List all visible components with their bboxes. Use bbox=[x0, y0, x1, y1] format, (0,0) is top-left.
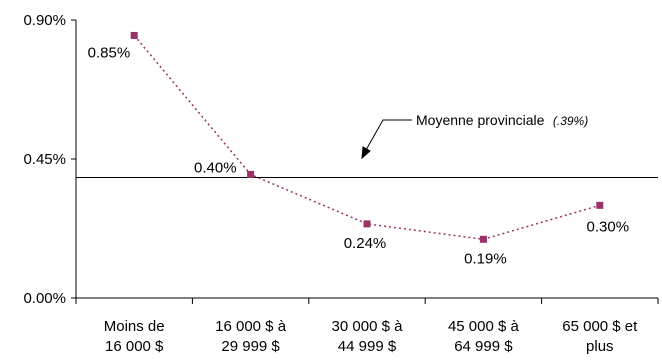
x-category-label-line: 16 000 $ bbox=[105, 338, 164, 355]
x-category-label-line: 30 000 $ à bbox=[332, 318, 404, 335]
x-category-label: Moins de 16 000 $ bbox=[104, 318, 165, 355]
data-point-marker bbox=[596, 201, 604, 209]
data-point-marker bbox=[247, 170, 255, 178]
x-axis-ticks: Moins de 16 000 $ 16 000 $ à 29 999 $ 30 000… bbox=[75, 298, 659, 355]
x-category-label-line: 45 000 $ à bbox=[448, 318, 520, 335]
callout-arrow-icon bbox=[365, 119, 412, 151]
data-label: 0.19% bbox=[464, 250, 507, 267]
y-tick-label: 0.90% bbox=[23, 12, 66, 29]
y-axis-ticks: 0.00% 0.45% 0.90% bbox=[23, 12, 76, 307]
x-category-label: 45 000 $ à 64 999 $ bbox=[448, 318, 520, 355]
x-category-label: 16 000 $ à 29 999 $ bbox=[215, 318, 287, 355]
series-line bbox=[133, 34, 601, 241]
annotation-value: (.39%) bbox=[553, 114, 588, 128]
data-point-marker bbox=[363, 220, 371, 228]
data-label: 0.85% bbox=[88, 44, 131, 61]
data-point-marker bbox=[130, 31, 138, 39]
x-category-label-line: 16 000 $ à bbox=[215, 318, 287, 335]
y-tick-label: 0.00% bbox=[23, 290, 66, 307]
x-category-label-line: 44 999 $ bbox=[338, 338, 397, 355]
x-category-label-line: 29 999 $ bbox=[221, 338, 280, 355]
data-point-marker bbox=[479, 235, 487, 243]
x-category-label-line: Moins de bbox=[104, 318, 165, 335]
x-category-label-line: plus bbox=[586, 338, 614, 355]
y-tick-label: 0.45% bbox=[23, 151, 66, 168]
x-category-label-line: 65 000 $ et bbox=[562, 318, 638, 335]
series-group: 0.85% 0.40% 0.24% 0.19% 0.30% bbox=[88, 31, 630, 267]
reference-line-group: Moyenne provinciale (.39%) bbox=[76, 112, 658, 179]
annotation-label: Moyenne provinciale bbox=[416, 112, 545, 128]
axes bbox=[75, 20, 658, 299]
x-category-label-line: 64 999 $ bbox=[454, 338, 513, 355]
x-category-label: 65 000 $ et plus bbox=[562, 318, 638, 355]
callout-arrowhead-icon bbox=[361, 146, 371, 160]
data-label: 0.30% bbox=[587, 218, 630, 235]
provincial-average-annotation: Moyenne provinciale (.39%) bbox=[416, 112, 588, 129]
x-category-label: 30 000 $ à 44 999 $ bbox=[332, 318, 404, 355]
data-label: 0.24% bbox=[344, 235, 387, 252]
data-label: 0.40% bbox=[194, 159, 237, 176]
